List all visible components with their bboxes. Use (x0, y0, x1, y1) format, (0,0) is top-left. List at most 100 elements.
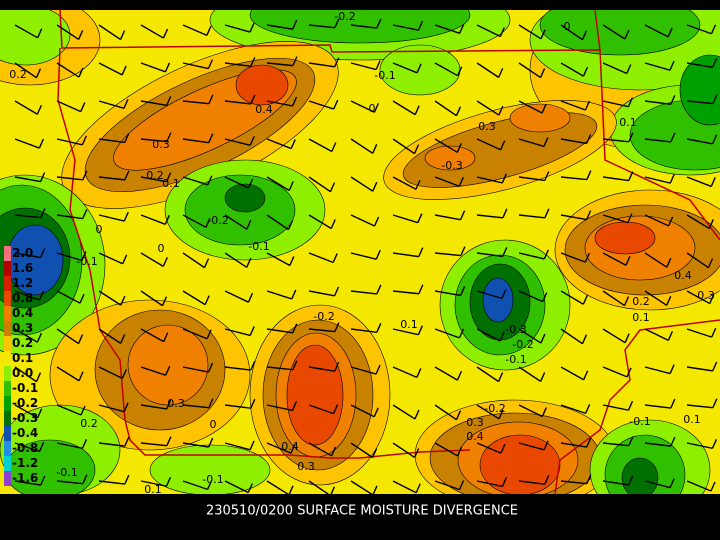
barb-staff (560, 404, 586, 415)
contour-label: -0.1 (56, 466, 77, 479)
barb-staff (140, 24, 164, 39)
barb-flag (670, 398, 676, 409)
barb-flag (498, 105, 504, 116)
barb-staff (392, 100, 416, 116)
barb-staff (518, 214, 545, 219)
barb-staff (350, 176, 374, 192)
barb-flag (540, 372, 546, 382)
barb-flag (544, 171, 550, 181)
barb-staff (644, 176, 671, 184)
barb-staff (266, 214, 289, 231)
barb-staff (434, 442, 458, 457)
barb-flag (669, 478, 675, 488)
barb-flag (458, 480, 465, 490)
barb-staff (518, 252, 545, 260)
barb-staff (140, 442, 167, 447)
barb-flag (334, 18, 340, 28)
barb-staff (56, 328, 79, 345)
map-title: 230510/0200 SURFACE MOISTURE DIVERGENCE (206, 504, 518, 519)
barb-staff (14, 404, 38, 419)
legend-label: -0.3 (12, 411, 38, 425)
barb-staff (56, 404, 82, 416)
barb-flag (39, 248, 46, 258)
barb-staff (686, 62, 713, 68)
barb-flag (539, 68, 546, 78)
barb-staff (602, 62, 628, 75)
border (57, 47, 471, 459)
barb-flag (38, 442, 45, 452)
barb-flag (415, 179, 421, 190)
barb-staff (350, 252, 377, 260)
barb-flag (413, 144, 420, 154)
contour-labels: 0.2-0.20-0.10.4 00.3 0.10.30.20.1-0.3-0.2-… (9, 10, 715, 494)
barb-staff (140, 252, 164, 267)
barb-staff (602, 328, 626, 344)
barb-flag (78, 371, 84, 382)
barb-flag (334, 57, 340, 68)
barb-staff (266, 176, 290, 192)
barb-flag (36, 408, 43, 419)
barb-flag (456, 446, 463, 457)
contour-label: 0.1 (619, 116, 637, 129)
barb-staff (560, 138, 587, 145)
barb-staff (14, 176, 41, 183)
barb-flag (502, 247, 508, 257)
contour-label: 0.1 (400, 318, 418, 331)
barb-flag (584, 252, 590, 263)
barb-staff (98, 328, 122, 344)
contour (224, 183, 266, 213)
barb-staff (602, 176, 629, 182)
barb-flag (207, 59, 214, 69)
barb-staff (686, 290, 711, 305)
barb-staff (14, 290, 40, 301)
barb-staff (392, 62, 418, 74)
barb-staff (98, 138, 125, 144)
barb-staff (476, 62, 500, 78)
barb-staff (350, 366, 377, 375)
barb-staff (140, 100, 167, 107)
contour-label: 0.3 (478, 120, 496, 133)
barb-flag (667, 331, 674, 341)
barb-staff (182, 480, 208, 491)
barb-flag (626, 367, 632, 378)
barb-staff (266, 366, 293, 371)
barb-flag (500, 140, 506, 151)
barb-flag (38, 290, 45, 301)
barb-flag (584, 100, 591, 111)
barb-flag (543, 440, 549, 451)
barb-flag (80, 102, 86, 112)
barb-staff (602, 100, 629, 108)
barb-staff (392, 176, 417, 190)
barb-staff (476, 442, 502, 454)
barb-staff (308, 290, 335, 297)
barb-flag (290, 139, 296, 149)
barb-staff (392, 214, 419, 224)
barb-flag (39, 172, 46, 182)
barb-flag (40, 208, 46, 218)
barb-staff (14, 138, 40, 149)
barb-flag (624, 333, 630, 343)
barb-staff (686, 214, 710, 230)
legend-label: -1.6 (12, 471, 38, 485)
contour-label: 0 (158, 242, 165, 255)
legend-swatch (4, 336, 11, 351)
barb-flag (206, 26, 212, 36)
legend-label: 0.1 (12, 351, 33, 365)
barb-staff (518, 328, 542, 344)
barb-flag (250, 398, 256, 409)
contour (539, 10, 701, 56)
barb-flag (291, 96, 298, 107)
barb-flag (375, 364, 381, 375)
barb-staff (686, 252, 709, 269)
barb-flag (376, 323, 382, 333)
barb-flag (203, 258, 210, 268)
barb-flag (35, 372, 42, 382)
barb-flag (166, 132, 172, 142)
barb-staff (182, 176, 209, 186)
barb-flag (666, 296, 672, 306)
barb-flag (544, 474, 550, 485)
barb-flag (330, 486, 336, 494)
barb-flag (292, 323, 298, 334)
barb-flag (628, 436, 634, 446)
barb-flag (371, 448, 378, 458)
